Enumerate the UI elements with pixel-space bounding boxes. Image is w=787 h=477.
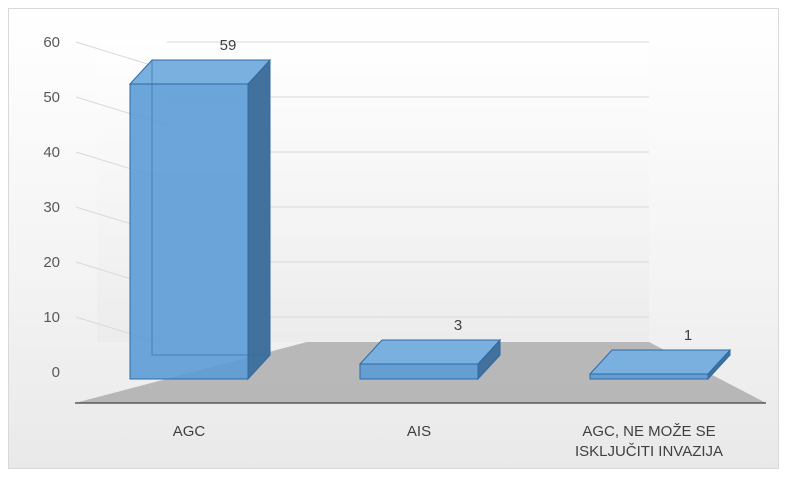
category-label: ISKLJUČITI INVAZIJA [575, 443, 723, 460]
category-label: AIS [407, 423, 431, 440]
bar-front-face [359, 363, 479, 380]
y-tick-label: 0 [52, 364, 60, 381]
chart-area: 0 10 20 30 40 50 60 AGC AIS AGC, NE MOŽE SE ISKLJ… [8, 8, 779, 469]
y-tick-label: 20 [43, 254, 60, 271]
category-label: AGC [173, 423, 206, 440]
bar-top-face [588, 349, 732, 375]
bar-side-face [247, 58, 271, 381]
data-label: 59 [220, 37, 237, 54]
bar [358, 338, 502, 381]
y-tick-label: 50 [43, 89, 60, 106]
bar-top-face [128, 59, 272, 85]
bar-front-face [129, 83, 249, 380]
data-labels: 59 3 1 [220, 37, 693, 344]
bars [128, 58, 732, 381]
data-label: 3 [454, 317, 462, 334]
bar-inner-edge [151, 60, 270, 356]
y-axis: 0 10 20 30 40 50 60 [43, 34, 60, 381]
y-tick-label: 30 [43, 199, 60, 216]
bar-chart: 0 10 20 30 40 50 60 AGC AIS AGC, NE MOŽE SE ISKLJ… [43, 34, 766, 460]
y-tick-label: 40 [43, 144, 60, 161]
y-tick-label: 60 [43, 34, 60, 51]
bar [128, 58, 272, 381]
y-tick-label: 10 [43, 309, 60, 326]
bar-top-face [358, 339, 502, 365]
data-label: 1 [684, 327, 692, 344]
bar-front-face [589, 373, 709, 380]
category-labels: AGC AIS AGC, NE MOŽE SE ISKLJUČITI INVAZIJA [173, 423, 723, 460]
bar [588, 348, 732, 381]
category-label: AGC, NE MOŽE SE [582, 423, 715, 440]
